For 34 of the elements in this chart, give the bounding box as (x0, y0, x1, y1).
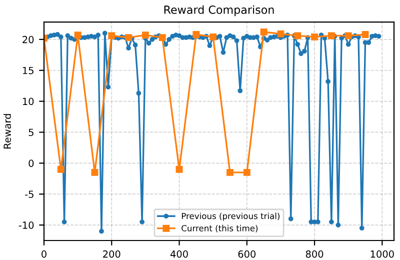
point (260, 28, 268, 36)
y-tick-label: -5 (25, 190, 34, 198)
chart-title: Reward Comparison (164, 5, 274, 16)
x-tick-label: 1000 (370, 250, 394, 258)
y-axis-title: Reward (3, 114, 11, 148)
point (294, 32, 302, 40)
point (176, 166, 183, 173)
x-tick-label: 400 (170, 250, 188, 258)
point (192, 31, 200, 38)
y-tick-label: 5 (28, 128, 34, 136)
point (91, 168, 98, 176)
legend-label: Previous (previous trial) (182, 212, 280, 221)
point (226, 168, 234, 176)
point (311, 33, 318, 40)
point (344, 32, 352, 40)
x-tick-label: 800 (306, 250, 324, 258)
x-tick-label: 600 (238, 250, 256, 258)
point (125, 34, 132, 42)
point (108, 32, 116, 40)
x-tick-label: 0 (42, 250, 46, 258)
y-tick-label: -10 (18, 222, 34, 229)
point (57, 166, 64, 173)
x-tick-label: 200 (103, 250, 120, 258)
y-tick-label: 0 (28, 160, 34, 167)
legend-label: Current (this time) (182, 224, 258, 232)
y-tick-label: 15 (22, 66, 34, 74)
point (277, 30, 284, 38)
y-tick-label: 10 (22, 98, 34, 106)
point (243, 168, 250, 176)
point (74, 32, 82, 39)
point (362, 31, 369, 38)
y-tick-label: 20 (22, 36, 34, 44)
point (142, 32, 149, 39)
point (328, 32, 335, 40)
